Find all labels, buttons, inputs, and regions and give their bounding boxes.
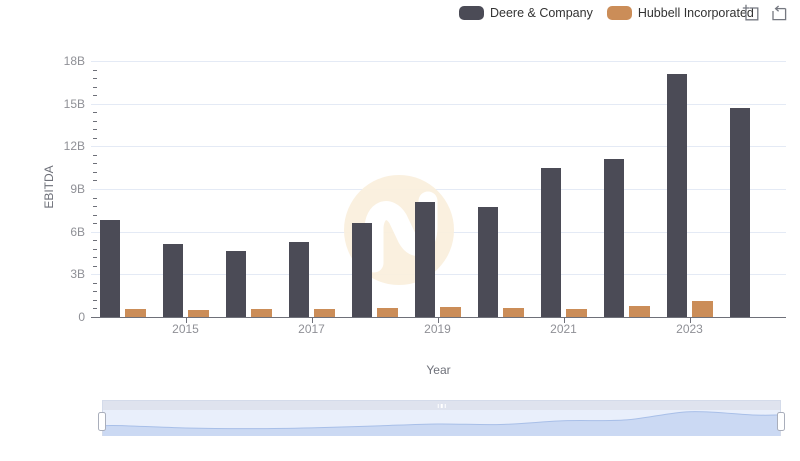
bar-hubbell-2022[interactable]	[629, 306, 650, 317]
datazoom-data-shadow	[103, 411, 780, 436]
y-axis-minor-tick	[93, 95, 97, 97]
bar-hubbell-2020[interactable]	[503, 308, 524, 317]
y-gridline	[91, 61, 786, 62]
bar-deere-2021[interactable]	[541, 168, 561, 317]
y-axis-minor-tick	[93, 197, 97, 199]
x-axis-tick-label: 2015	[172, 322, 199, 336]
y-axis-minor-tick	[93, 206, 97, 208]
bar-deere-2019[interactable]	[415, 201, 435, 317]
x-axis-tick-label: 2019	[424, 322, 451, 336]
y-gridline	[91, 189, 786, 190]
legend-item-hubbell[interactable]: Hubbell Incorporated	[606, 6, 754, 20]
bar-deere-2020[interactable]	[478, 207, 498, 317]
y-axis-minor-tick	[93, 154, 97, 156]
bar-hubbell-2014[interactable]	[125, 309, 146, 317]
bar-deere-2016[interactable]	[226, 250, 246, 317]
y-axis-tick-label: 0	[78, 310, 85, 324]
y-axis-tick-label: 6B	[70, 224, 85, 239]
x-axis-tick-label: 2021	[550, 322, 577, 336]
box-zoom-icon	[742, 4, 759, 21]
y-gridline	[91, 146, 786, 148]
y-axis-minor-tick	[93, 171, 97, 173]
x-axis-tick	[311, 318, 313, 323]
datazoom-move-handle[interactable]	[103, 401, 780, 410]
toolbox-box-zoom-button[interactable]	[742, 4, 759, 21]
bar-deere-2014[interactable]	[100, 219, 120, 317]
y-axis-minor-tick	[93, 240, 97, 242]
toolbox	[742, 4, 787, 21]
bar-deere-2024[interactable]	[730, 107, 750, 317]
y-axis-tick-label: 3B	[70, 267, 85, 282]
datazoom-left-handle[interactable]	[98, 412, 106, 431]
datazoom-shadow-area	[103, 411, 780, 436]
y-axis-minor-tick	[93, 291, 97, 293]
bar-deere-2023[interactable]	[667, 73, 687, 317]
y-axis-minor-tick	[93, 299, 97, 301]
y-axis-minor-tick	[93, 248, 97, 250]
y-axis-tick-label: 15B	[63, 96, 85, 111]
x-axis-tick	[563, 318, 565, 323]
bar-hubbell-2019[interactable]	[440, 307, 461, 317]
x-axis-tick-label: 2023	[676, 322, 703, 336]
y-axis-tick-label: 12B	[63, 139, 85, 154]
y-axis-tick-label: 18B	[63, 54, 85, 68]
y-axis-minor-tick	[93, 78, 97, 80]
y-axis-minor-tick	[93, 163, 97, 165]
x-axis-tick	[689, 318, 691, 323]
x-axis-line	[91, 317, 786, 318]
bar-hubbell-2016[interactable]	[251, 309, 272, 317]
y-axis-minor-tick	[93, 112, 97, 114]
y-axis-minor-tick	[93, 265, 97, 267]
y-axis-minor-tick	[93, 137, 97, 139]
bar-deere-2015[interactable]	[163, 243, 183, 317]
bar-hubbell-2023[interactable]	[692, 301, 713, 317]
y-axis-minor-tick	[93, 129, 97, 131]
datazoom-shadow-line	[103, 411, 780, 430]
x-axis-tick-label: 2017	[298, 322, 325, 336]
y-gridline	[91, 103, 786, 105]
legend: Deere & Company Hubbell Incorporated	[459, 6, 754, 20]
y-gridline	[91, 274, 786, 276]
y-axis-minor-tick	[93, 223, 97, 225]
y-axis-minor-tick	[93, 257, 97, 259]
y-axis-minor-tick	[93, 86, 97, 88]
legend-swatch-hubbell	[606, 6, 632, 20]
datazoom-slider[interactable]	[98, 400, 785, 436]
y-axis-minor-tick	[93, 120, 97, 122]
bar-deere-2022[interactable]	[604, 159, 624, 317]
bar-hubbell-2021[interactable]	[566, 308, 587, 317]
y-axis-minor-tick	[93, 308, 97, 310]
bar-hubbell-2017[interactable]	[314, 309, 335, 317]
datazoom-right-handle[interactable]	[777, 412, 785, 431]
x-axis-tick	[437, 318, 439, 323]
y-axis-tick-label: 9B	[70, 182, 85, 196]
legend-label-hubbell: Hubbell Incorporated	[637, 6, 754, 20]
y-axis-minor-tick	[93, 282, 97, 284]
bar-deere-2017[interactable]	[289, 242, 309, 317]
restore-icon	[772, 5, 787, 21]
drag-grip-icon	[437, 403, 446, 408]
y-axis-minor-tick	[93, 214, 97, 216]
y-axis-minor-tick	[93, 180, 97, 182]
x-axis-title: Year	[426, 363, 451, 377]
bar-deere-2018[interactable]	[352, 223, 372, 317]
legend-label-deere: Deere & Company	[490, 6, 593, 20]
bar-hubbell-2015[interactable]	[188, 310, 209, 317]
toolbox-restore-button[interactable]	[770, 4, 787, 21]
legend-swatch-deere	[459, 6, 484, 20]
x-axis-tick	[185, 318, 187, 323]
y-axis-minor-tick	[93, 69, 97, 71]
legend-item-deere[interactable]: Deere & Company	[459, 6, 593, 20]
bar-hubbell-2018[interactable]	[377, 308, 398, 317]
